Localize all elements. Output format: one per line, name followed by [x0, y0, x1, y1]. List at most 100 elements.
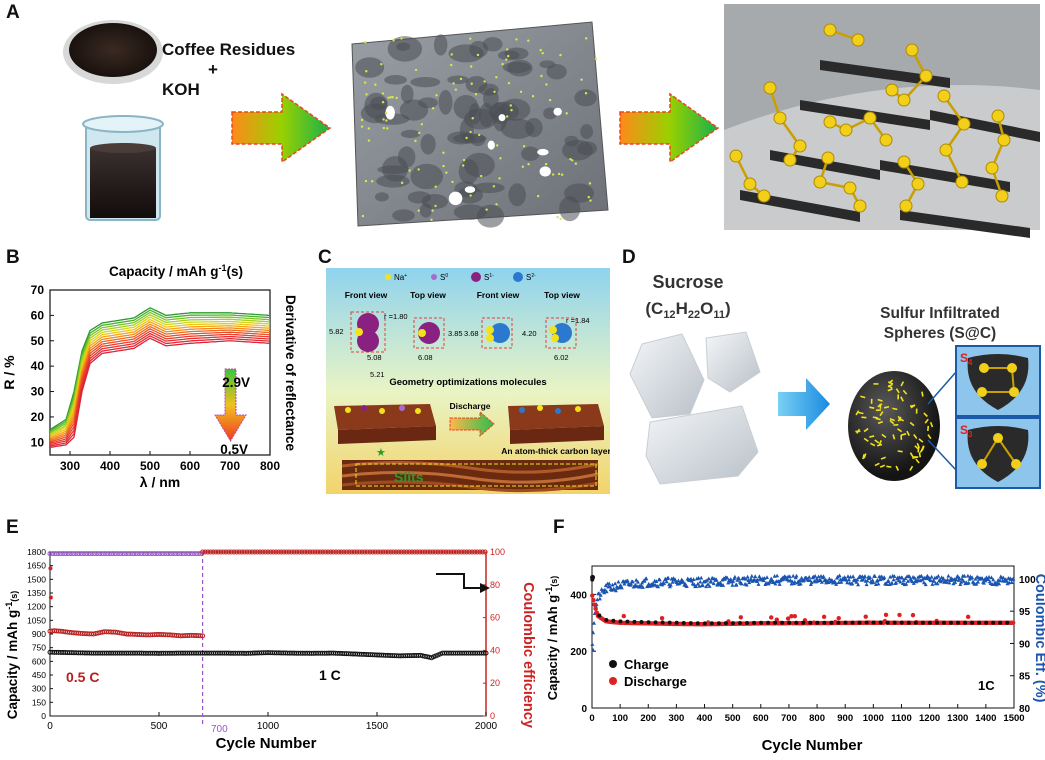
ce-point: [275, 549, 281, 555]
sulfur-dot: [360, 125, 364, 128]
discharge-point: [821, 614, 827, 620]
sulfur-particle: [906, 430, 910, 436]
x-tick-label: 600: [753, 713, 769, 724]
sulfur-particle: [915, 458, 920, 464]
y-tick-label: 60: [31, 308, 45, 322]
sulfur-dot: [479, 174, 483, 178]
carbon-pore: [433, 34, 448, 56]
ce-point: [118, 551, 124, 557]
sulfur-dot: [395, 96, 398, 100]
sulfur-dot: [584, 37, 588, 40]
reflectance-curve: [49, 321, 271, 439]
ce-point: [84, 551, 90, 557]
ce-point: [846, 577, 851, 582]
ce-point: [89, 551, 95, 557]
ce-point: [749, 576, 753, 581]
sulfur-dot: [531, 95, 535, 98]
panel-letter-a: A: [6, 2, 20, 23]
carbon-hole: [539, 166, 551, 177]
ce-point: [635, 579, 640, 584]
ce-point: [68, 551, 74, 557]
ce-point: [474, 549, 480, 555]
ce-point: [1001, 575, 1006, 580]
ce-point: [283, 549, 289, 555]
x-tick-label: 700: [220, 459, 240, 473]
legend-discharge: Discharge: [624, 674, 687, 689]
capacity-05c-point: [200, 633, 206, 639]
ce-point: [370, 549, 376, 555]
ce-point: [654, 579, 659, 583]
panel-letter-f: F: [553, 517, 565, 538]
ce-point: [691, 577, 696, 581]
sulfur-atom: [879, 133, 893, 147]
ce-point: [226, 549, 232, 555]
ce-point: [388, 549, 394, 555]
ce-point: [273, 549, 279, 555]
charge-point: [681, 620, 686, 625]
carbon-pore: [447, 75, 469, 85]
ce-point: [241, 549, 247, 555]
ce-point: [991, 577, 996, 582]
sulfur-dot: [509, 104, 512, 107]
sulfur-particle: [897, 450, 903, 453]
sulfur-dot: [431, 107, 435, 110]
carbon-slit: [930, 110, 1040, 142]
ce-point: [928, 578, 933, 583]
sulfur-atom: [863, 111, 877, 125]
ce-point: [149, 551, 155, 557]
sulfur-atom: [919, 69, 933, 83]
sulfur-particle: [921, 445, 925, 451]
sulfur-particle: [924, 418, 929, 424]
sulfur-dot: [430, 218, 433, 221]
sulfur-particle: [909, 404, 916, 408]
sulfur-atom: [763, 81, 777, 95]
ce-point: [299, 549, 305, 555]
charge-point: [899, 620, 904, 625]
sulfur-atom: [995, 189, 1009, 203]
ce-point: [787, 574, 792, 579]
sulfur-atom: [773, 111, 787, 125]
ce-point: [650, 583, 655, 588]
slits-label: Slits: [394, 469, 424, 485]
ce-point: [997, 578, 1002, 583]
charge-point: [730, 621, 735, 626]
sulfur-dot: [510, 108, 513, 112]
ce-point: [188, 551, 194, 557]
charge-point: [695, 621, 700, 626]
sulfur-dot: [504, 58, 508, 61]
ce-point: [1004, 578, 1009, 583]
ce-point: [346, 549, 352, 555]
ce-point: [699, 575, 704, 580]
ce-point: [343, 549, 349, 555]
ce-point: [749, 573, 754, 578]
ce-point: [886, 578, 891, 583]
sulfur-particle: [895, 388, 900, 394]
charge-point: [625, 619, 630, 624]
charge-point: [970, 620, 975, 625]
ce-point: [296, 549, 302, 555]
ce-point: [730, 582, 735, 587]
ce-point: [55, 551, 61, 557]
ce-point: [997, 581, 1002, 586]
reflectance-curve: [49, 314, 271, 435]
na-legend-icon: [385, 274, 391, 280]
charge-point: [745, 620, 750, 625]
ce-point: [889, 580, 894, 585]
carbon-hole: [537, 148, 549, 156]
sulfur-dot: [580, 78, 583, 81]
ce-point: [983, 578, 988, 583]
ce-point: [845, 580, 850, 585]
ce-point: [162, 551, 168, 557]
charge-point: [956, 620, 961, 625]
x-tick-label: 300: [60, 459, 80, 473]
sulfur-dot: [462, 158, 466, 162]
ce-point: [466, 549, 472, 555]
y-tick-label: 900: [32, 629, 46, 639]
sulfur-dot: [459, 77, 463, 81]
koh-label: KOH: [162, 80, 200, 99]
ce-point: [613, 581, 618, 586]
ce-point: [244, 549, 250, 555]
y2-tick-label: 95: [1019, 607, 1031, 618]
sulfur-particle: [900, 434, 903, 440]
charge-point: [913, 620, 918, 625]
